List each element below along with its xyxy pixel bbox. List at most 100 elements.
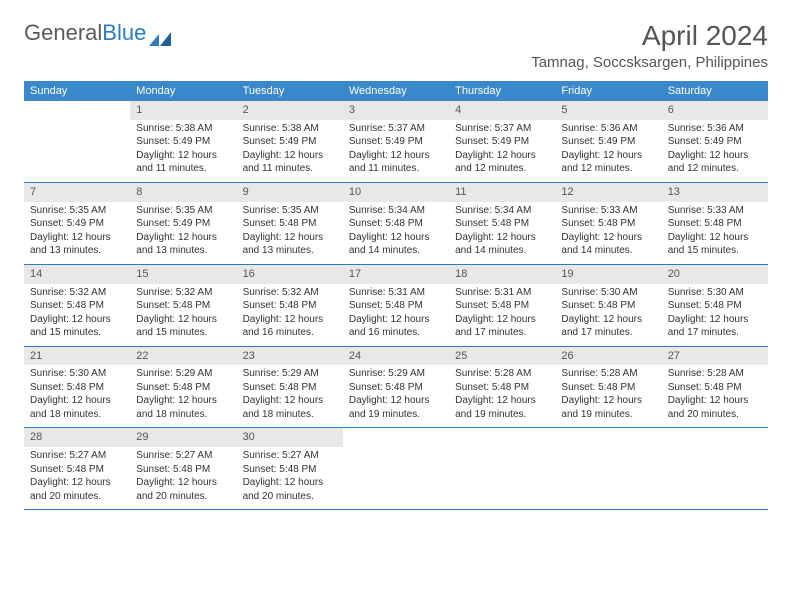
day-line: Daylight: 12 hours [349,149,443,163]
day-line: Daylight: 12 hours [455,231,549,245]
day-line: Sunset: 5:48 PM [349,381,443,395]
day-body: Sunrise: 5:28 AMSunset: 5:48 PMDaylight:… [449,365,555,427]
day-line: Sunrise: 5:35 AM [136,204,230,218]
day-cell: 15Sunrise: 5:32 AMSunset: 5:48 PMDayligh… [130,265,236,346]
day-line: Sunset: 5:48 PM [561,299,655,313]
day-number: 10 [343,183,449,202]
day-cell: 21Sunrise: 5:30 AMSunset: 5:48 PMDayligh… [24,347,130,428]
day-line: Daylight: 12 hours [30,394,124,408]
day-number: 16 [237,265,343,284]
title-location: Tamnag, Soccsksargen, Philippines [531,54,768,71]
day-number: 29 [130,428,236,447]
day-line: Daylight: 12 hours [561,313,655,327]
day-body: Sunrise: 5:29 AMSunset: 5:48 PMDaylight:… [130,365,236,427]
day-line: and 18 minutes. [243,408,337,422]
day-line: and 17 minutes. [561,326,655,340]
day-number: 11 [449,183,555,202]
day-cell: 1Sunrise: 5:38 AMSunset: 5:49 PMDaylight… [130,101,236,182]
day-cell: 3Sunrise: 5:37 AMSunset: 5:49 PMDaylight… [343,101,449,182]
day-body: Sunrise: 5:30 AMSunset: 5:48 PMDaylight:… [555,284,661,346]
day-line: Sunrise: 5:29 AM [136,367,230,381]
day-body: Sunrise: 5:34 AMSunset: 5:48 PMDaylight:… [449,202,555,264]
day-cell: 27Sunrise: 5:28 AMSunset: 5:48 PMDayligh… [662,347,768,428]
day-line: Sunrise: 5:34 AM [455,204,549,218]
day-line: Sunrise: 5:32 AM [243,286,337,300]
day-line: Daylight: 12 hours [136,394,230,408]
week-row: 28 Sunrise: 5:27 AMSunset: 5:48 PMDayligh… [24,428,768,510]
day-number: 15 [130,265,236,284]
day-line: Sunrise: 5:30 AM [668,286,762,300]
day-number: 7 [24,183,130,202]
day-line: Sunset: 5:48 PM [243,299,337,313]
day-line: Sunset: 5:48 PM [668,299,762,313]
day-line: and 17 minutes. [668,326,762,340]
day-line: Sunrise: 5:38 AM [136,122,230,136]
day-number: 14 [24,265,130,284]
weekday-header: Tuesday [237,81,343,101]
day-line: Sunrise: 5:29 AM [349,367,443,381]
day-line: and 15 minutes. [30,326,124,340]
day-line: and 15 minutes. [136,326,230,340]
day-line: Sunrise: 5:31 AM [349,286,443,300]
day-line: Daylight: 12 hours [243,394,337,408]
day-number: 24 [343,347,449,366]
day-number: 13 [662,183,768,202]
day-line: and 20 minutes. [243,490,337,504]
day-cell: 30Sunrise: 5:27 AMSunset: 5:48 PMDayligh… [237,428,343,509]
day-cell: . [662,428,768,509]
day-body: Sunrise: 5:27 AMSunset: 5:48 PMDaylight:… [237,447,343,509]
day-cell: 7Sunrise: 5:35 AMSunset: 5:49 PMDaylight… [24,183,130,264]
logo-sail-icon [149,26,171,40]
header: GeneralBlue April 2024 Tamnag, Soccsksar… [24,20,768,71]
day-line: and 15 minutes. [668,244,762,258]
day-line: and 19 minutes. [455,408,549,422]
weeks-container: .1Sunrise: 5:38 AMSunset: 5:49 PMDayligh… [24,101,768,510]
day-line: Sunset: 5:48 PM [561,217,655,231]
day-line: Sunrise: 5:30 AM [30,367,124,381]
day-line: Daylight: 12 hours [30,476,124,490]
day-body: Sunrise: 5:29 AMSunset: 5:48 PMDaylight:… [237,365,343,427]
day-body: Sunrise: 5:31 AMSunset: 5:48 PMDaylight:… [343,284,449,346]
day-body: Sunrise: 5:32 AMSunset: 5:48 PMDaylight:… [237,284,343,346]
day-number: 21 [24,347,130,366]
day-cell: . [449,428,555,509]
day-number: 8 [130,183,236,202]
day-line: Daylight: 12 hours [349,231,443,245]
week-row: 21Sunrise: 5:30 AM Sunset: 5:48 PM Dayligh… [24,347,768,429]
day-cell: 10Sunrise: 5:34 AMSunset: 5:48 PMDayligh… [343,183,449,264]
day-cell: 29Sunrise: 5:27 AMSunset: 5:48 PMDayligh… [130,428,236,509]
day-cell: 16Sunrise: 5:32 AMSunset: 5:48 PMDayligh… [237,265,343,346]
day-line: Daylight: 12 hours [136,231,230,245]
day-body: Sunrise: 5:33 AMSunset: 5:48 PMDaylight:… [662,202,768,264]
day-number: 26 [555,347,661,366]
day-line: and 19 minutes. [349,408,443,422]
day-cell: 6Sunrise: 5:36 AMSunset: 5:49 PMDaylight… [662,101,768,182]
day-line: Sunrise: 5:27 AM [136,449,230,463]
day-line: Daylight: 12 hours [668,313,762,327]
day-line: Sunrise: 5:28 AM [455,367,549,381]
calendar: Sunday Monday Tuesday Wednesday Thursday… [24,81,768,510]
day-line: Sunrise: 5:31 AM [455,286,549,300]
day-cell: 20Sunrise: 5:30 AMSunset: 5:48 PMDayligh… [662,265,768,346]
day-number: 28 [24,428,130,447]
day-body: Sunrise: 5:37 AMSunset: 5:49 PMDaylight:… [449,120,555,182]
day-line: Daylight: 12 hours [455,394,549,408]
day-cell: 18Sunrise: 5:31 AMSunset: 5:48 PMDayligh… [449,265,555,346]
day-number: 30 [237,428,343,447]
day-line: Sunset: 5:49 PM [136,217,230,231]
day-cell: 26Sunrise: 5:28 AMSunset: 5:48 PMDayligh… [555,347,661,428]
day-line: Sunrise: 5:30 AM [561,286,655,300]
day-line: and 20 minutes. [668,408,762,422]
weekday-header: Thursday [449,81,555,101]
day-line: Sunrise: 5:33 AM [561,204,655,218]
title-month: April 2024 [531,20,768,52]
day-number: 17 [343,265,449,284]
weekday-header: Wednesday [343,81,449,101]
day-line: and 18 minutes. [30,408,124,422]
day-line: Sunrise: 5:35 AM [243,204,337,218]
day-line: and 14 minutes. [561,244,655,258]
day-cell: . [24,101,130,182]
day-cell: 23Sunrise: 5:29 AMSunset: 5:48 PMDayligh… [237,347,343,428]
day-line: and 17 minutes. [455,326,549,340]
day-body: Sunrise: 5:32 AMSunset: 5:48 PMDaylight:… [24,284,130,346]
